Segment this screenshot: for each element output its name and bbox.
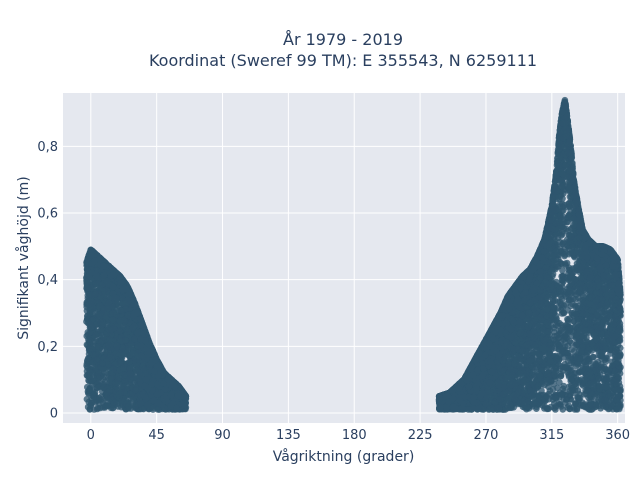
scatter-point (134, 309, 141, 317)
chart-title-line2: Koordinat (Sweref 99 TM): E 355543, N 62… (149, 51, 537, 70)
scatter-point (99, 320, 106, 328)
scatter-point (152, 356, 159, 364)
scatter-point (138, 372, 145, 379)
scatter-point (151, 368, 158, 375)
scatter-point (136, 400, 144, 407)
scatter-point (90, 351, 98, 359)
scatter-point (85, 336, 92, 343)
scatter-point (124, 311, 132, 319)
scatter-point (120, 365, 127, 372)
scatter-point (154, 399, 162, 406)
scatter-point (88, 298, 96, 306)
scatter-point (114, 379, 121, 387)
scatter-point (122, 400, 130, 408)
scatter-point (117, 359, 124, 366)
scatter-point (129, 324, 137, 332)
scatter-point (84, 312, 91, 320)
scatter-point (110, 399, 118, 407)
scatter-point (137, 336, 145, 343)
scatter-point (109, 316, 117, 324)
scatter-point (112, 350, 120, 357)
scatter-point (128, 373, 136, 381)
scatter-point (131, 336, 138, 343)
scatter-point (134, 329, 141, 337)
scatter-point (139, 391, 146, 398)
scatter-point (104, 305, 112, 312)
scatter-point (121, 389, 128, 396)
scatter-point (164, 376, 172, 384)
scatter-point (94, 280, 102, 288)
scatter-point (83, 284, 90, 292)
scatter-point (154, 406, 162, 413)
scatter-point (99, 360, 106, 367)
scatter-point (83, 362, 90, 370)
scatter-point (109, 283, 117, 291)
scatter-point (174, 392, 182, 399)
scatter-point (113, 342, 121, 349)
scatter-point (85, 345, 93, 353)
scatter-point (137, 342, 145, 349)
scatter-point (100, 272, 108, 279)
scatter-point (83, 278, 91, 286)
scatter-point (126, 358, 133, 366)
scatter-point (99, 380, 107, 388)
scatter-point (137, 352, 145, 360)
scatter-point (132, 386, 139, 394)
scatter-points (83, 96, 624, 414)
scatter-point (120, 351, 128, 358)
scatter-point (126, 351, 134, 359)
scatter-point (88, 252, 95, 259)
scatter-point (109, 310, 117, 317)
scatter-point (107, 375, 115, 382)
scatter-point (153, 391, 161, 398)
scatter-point (92, 331, 99, 339)
scatter-point (124, 291, 132, 299)
scatter-point (144, 351, 152, 358)
scatter-point (88, 323, 96, 331)
scatter-point (117, 307, 125, 314)
scatter-point (144, 401, 151, 409)
scatter-point (90, 375, 97, 383)
scatter-point (122, 336, 129, 344)
scatter-point (92, 290, 99, 298)
scatter-point (105, 326, 113, 333)
scatter-point (105, 361, 112, 369)
scatter-point (116, 317, 124, 325)
scatter-point (122, 285, 130, 293)
scatter-point (121, 300, 128, 307)
scatter-point (182, 395, 190, 403)
scatter-point (117, 279, 124, 286)
scatter-point (103, 390, 111, 397)
scatter-point (88, 269, 95, 276)
scatter-point (104, 402, 111, 409)
scatter-point (85, 387, 92, 395)
scatter-point (116, 328, 123, 335)
scatter-point (103, 277, 111, 285)
scatter-point (95, 311, 103, 319)
scatter-point (114, 298, 121, 306)
scatter-point (173, 405, 180, 412)
scatter-point (148, 381, 155, 388)
scatter-point (103, 287, 111, 295)
scatter-point (100, 262, 107, 270)
scatter-point (92, 399, 99, 406)
scatter-point (130, 301, 138, 308)
scatter-point (92, 365, 99, 373)
scatter-point (105, 299, 113, 307)
scatter-point (163, 395, 170, 402)
chart-title-line1: År 1979 - 2019 (283, 30, 403, 49)
scatter-point (109, 271, 117, 279)
